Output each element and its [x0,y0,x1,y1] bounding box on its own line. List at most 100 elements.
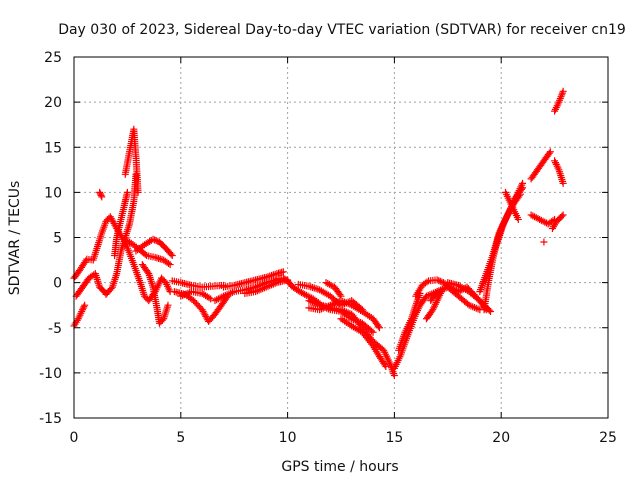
data-point [435,277,443,285]
data-point [559,211,567,219]
data-point [269,271,277,279]
data-point [151,236,159,244]
data-point [559,179,567,187]
series-arc-5 [121,125,142,196]
data-point [436,277,444,285]
data-point [262,273,270,281]
axis-ticks: 0 5 10 15 20 25 -15 -10 -5 0 5 10 15 20 25 [39,50,617,446]
series-arc-19 [305,297,377,336]
data-point [433,276,441,284]
data-point [374,322,382,330]
series-arc-10 [132,235,176,260]
y-tick-label: -10 [39,366,62,382]
data-point [514,215,522,223]
series-arc-8 [121,238,174,305]
data-point [487,308,495,316]
plot-frame [73,56,609,419]
data-point [79,306,87,314]
data-point [96,190,104,198]
series-arc-22 [337,315,390,371]
data-point [167,250,175,258]
y-tick-label: 15 [44,140,62,156]
data-point [80,303,88,311]
data-point [82,257,90,265]
data-point [369,328,377,336]
series-arc-21 [322,279,345,300]
series-arc-34 [527,211,559,228]
data-point [310,284,318,292]
series-arc-15 [220,268,287,291]
data-point [205,294,213,302]
data-point [266,272,274,280]
data-point [98,193,106,201]
data-point [79,304,87,312]
chart-title: Day 030 of 2023, Sidereal Day-to-day VTE… [58,22,626,38]
data-point [97,191,105,199]
data-point [540,238,548,246]
data-point [166,261,174,269]
data-point [165,259,173,267]
data-point [271,270,279,278]
series-arc-32 [489,179,527,260]
data-point [337,292,345,300]
data-point [218,293,226,301]
data-point [207,295,215,303]
y-tick-label: 5 [53,231,62,247]
data-point [279,268,287,276]
series-arc-7 [96,188,106,201]
data-point [336,291,344,299]
x-tick-label: 25 [599,430,617,446]
x-axis-label: GPS time / hours [281,459,398,475]
y-tick-label: -15 [39,411,62,427]
data-point [144,268,152,276]
data-point [81,301,89,309]
series-arc-31 [480,190,524,314]
series-arc-1 [70,301,89,330]
series-arc-6 [111,188,131,260]
data-point [390,372,398,380]
data-point [164,301,172,309]
x-tick-label: 10 [279,430,297,446]
data-point [141,250,149,258]
data-point [168,252,176,260]
series-arc-35 [551,87,567,115]
series-arc-27 [427,283,484,314]
data-point [545,149,553,157]
y-tick-label: -5 [48,321,62,337]
series-arc-36 [551,157,567,187]
series-arc-13 [177,288,215,303]
y-tick-label: 10 [44,185,62,201]
data-point [309,283,317,291]
data-point [423,278,431,286]
data-point [558,212,566,220]
data-points [70,87,567,380]
data-point [546,148,554,156]
data-point [134,188,142,196]
y-tick-label: 25 [44,50,62,66]
series-arc-37 [548,211,567,232]
data-point [461,284,469,292]
x-tick-label: 15 [385,430,403,446]
data-point [152,237,160,245]
series-arc-20 [305,297,383,332]
series-arc-11 [168,277,228,291]
data-point [368,327,376,335]
data-point [381,361,389,369]
data-point [268,271,276,279]
data-point [149,235,157,243]
data-point [307,283,315,291]
data-point [382,363,390,371]
x-tick-label: 5 [176,430,185,446]
x-tick-label: 20 [492,430,510,446]
y-tick-label: 20 [44,95,62,111]
data-point [96,188,104,196]
series-arc-38 [501,188,522,223]
data-point [132,170,140,178]
series-arc-39 [540,238,548,246]
data-point [559,87,567,95]
y-tick-label: 0 [53,276,62,292]
x-tick-label: 0 [70,430,79,446]
series-arc-4 [102,170,140,298]
series-arc-33 [527,148,554,183]
